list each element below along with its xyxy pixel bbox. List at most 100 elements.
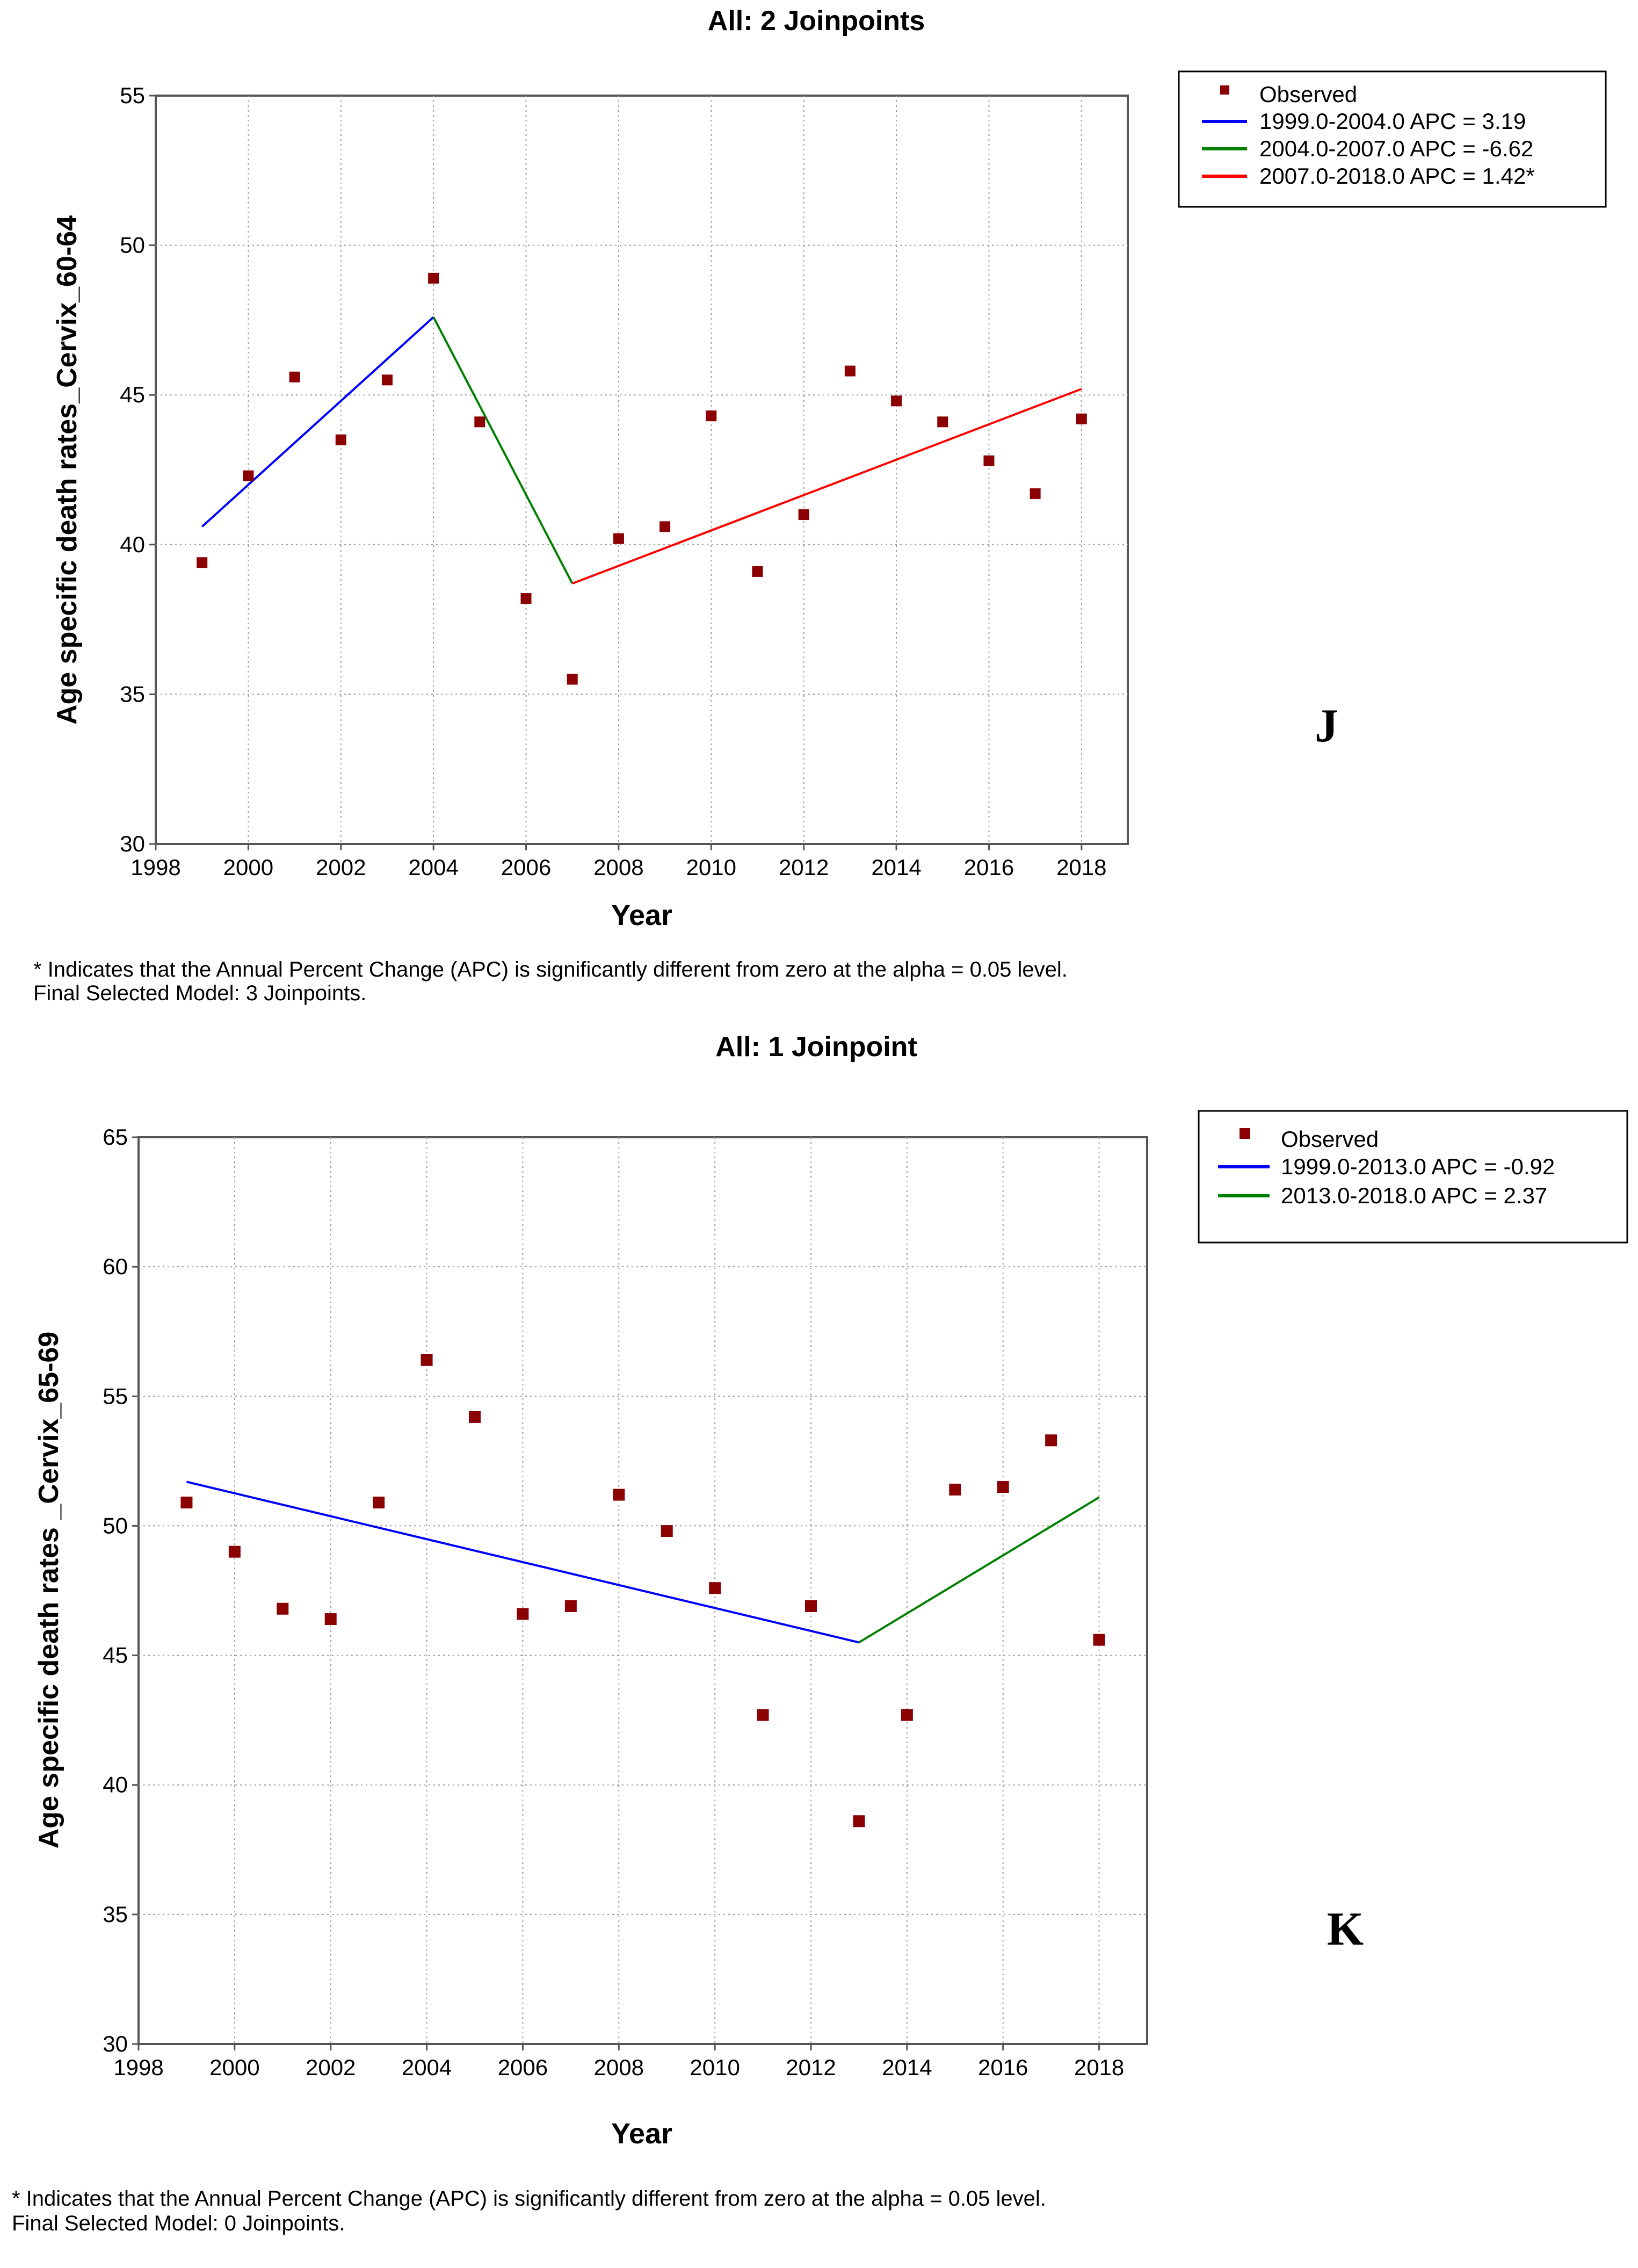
observed-point bbox=[373, 1497, 385, 1509]
y-axis-label: Age specific death rates_Cervix_60-64 bbox=[52, 215, 83, 725]
observed-point bbox=[1093, 1634, 1105, 1646]
plot-area bbox=[155, 95, 1129, 845]
observed-point bbox=[381, 374, 393, 386]
y-tick-label: 40 bbox=[120, 532, 145, 557]
trend-lines bbox=[186, 1480, 1100, 1644]
trend-line-segment bbox=[572, 388, 1082, 585]
y-tick-label: 35 bbox=[120, 681, 145, 706]
legend-series-label: 1999.0-2013.0 APC = -0.92 bbox=[1281, 1154, 1555, 1179]
legend-series-label: 1999.0-2004.0 APC = 3.19 bbox=[1259, 109, 1526, 134]
x-axis-label: Year bbox=[611, 899, 672, 931]
x-tick-label: 2002 bbox=[306, 2055, 356, 2080]
observed-point bbox=[983, 455, 995, 466]
legend-series-label: 2013.0-2018.0 APC = 2.37 bbox=[1281, 1183, 1547, 1208]
observed-point bbox=[197, 557, 208, 568]
observed-point bbox=[757, 1709, 769, 1721]
y-axis-ticks: 30 35 40 45 50 55 bbox=[120, 83, 156, 856]
x-tick-label: 2006 bbox=[498, 2055, 548, 2080]
chart-title: All: 1 Joinpoint bbox=[715, 1031, 917, 1063]
x-tick-label: 2016 bbox=[964, 855, 1014, 880]
x-tick-label: 2010 bbox=[690, 2055, 740, 2080]
y-tick-label: 60 bbox=[103, 1254, 128, 1279]
panel-letter: J bbox=[1315, 700, 1338, 752]
footnote-significance: * Indicates that the Annual Percent Chan… bbox=[33, 958, 1068, 981]
x-tick-label: 2006 bbox=[501, 855, 551, 880]
observed-point bbox=[706, 410, 717, 422]
x-tick-label: 2014 bbox=[871, 855, 921, 880]
observed-point bbox=[613, 1489, 625, 1501]
panel-letter: K bbox=[1327, 1903, 1364, 1955]
observed-point bbox=[1030, 488, 1041, 500]
x-tick-label: 2018 bbox=[1074, 2055, 1124, 2080]
footnote-significance: * Indicates that the Annual Percent Chan… bbox=[12, 2187, 1046, 2211]
legend: Observed 1999.0-2004.0 APC = 3.19 2004.0… bbox=[1178, 70, 1607, 208]
x-tick-label: 2004 bbox=[402, 2055, 452, 2080]
observed-point bbox=[228, 1545, 241, 1558]
observed-point bbox=[901, 1709, 913, 1721]
observed-point bbox=[844, 365, 856, 377]
observed-point bbox=[289, 371, 300, 382]
y-tick-label: 30 bbox=[103, 2031, 128, 2056]
observed-point bbox=[180, 1497, 193, 1509]
observed-point bbox=[798, 509, 809, 521]
trend-line-segment bbox=[432, 316, 574, 584]
chart-title: All: 2 Joinpoints bbox=[708, 5, 925, 37]
observed-points bbox=[197, 272, 1087, 685]
legend-box bbox=[1178, 70, 1607, 208]
observed-point bbox=[469, 1411, 481, 1423]
x-tick-label: 2014 bbox=[882, 2055, 932, 2080]
observed-point bbox=[1045, 1434, 1057, 1447]
observed-point bbox=[428, 272, 439, 284]
x-tick-label: 2000 bbox=[223, 855, 273, 880]
trend-line-segment bbox=[858, 1496, 1100, 1644]
trend-line-segment bbox=[201, 316, 434, 528]
x-tick-label: 2012 bbox=[786, 2055, 836, 2080]
legend-box bbox=[1198, 1110, 1628, 1244]
legend-series-label: 2007.0-2018.0 APC = 1.42* bbox=[1259, 163, 1535, 189]
observed-point bbox=[517, 1608, 529, 1620]
y-tick-label: 45 bbox=[120, 382, 145, 407]
legend-series-label: 2004.0-2007.0 APC = -6.62 bbox=[1259, 136, 1533, 161]
y-axis-label: Age specific death rates _Cervix_65-69 bbox=[33, 1332, 64, 1849]
chart-j: All: 2 Joinpoints 30 35 40 45 50 55 1998 2000 2… bbox=[33, 5, 1607, 1005]
legend-observed-label: Observed bbox=[1281, 1126, 1379, 1152]
x-tick-label: 1998 bbox=[113, 2055, 163, 2080]
y-tick-label: 35 bbox=[103, 1902, 128, 1927]
chart-k: All: 1 Joinpoint 30 35 40 45 50 55 60 65 1998 20… bbox=[12, 1031, 1628, 2235]
footnote-final-model: Final Selected Model: 0 Joinpoints. bbox=[12, 2212, 345, 2235]
y-tick-label: 65 bbox=[103, 1124, 128, 1150]
trend-line-segment bbox=[186, 1480, 859, 1644]
x-tick-label: 2016 bbox=[978, 2055, 1028, 2080]
trend-lines bbox=[201, 316, 1082, 585]
x-axis-label: Year bbox=[611, 2118, 672, 2150]
x-tick-label: 2004 bbox=[408, 855, 458, 880]
y-axis-ticks: 30 35 40 45 50 55 60 65 bbox=[103, 1124, 139, 2056]
observed-points bbox=[180, 1354, 1105, 1828]
legend-observed-marker bbox=[1220, 85, 1229, 95]
observed-point bbox=[937, 416, 948, 428]
observed-point bbox=[324, 1613, 337, 1626]
y-tick-label: 30 bbox=[120, 831, 145, 856]
observed-point bbox=[335, 434, 346, 445]
observed-point bbox=[752, 566, 763, 577]
y-tick-label: 50 bbox=[120, 233, 145, 258]
x-axis-ticks: 1998 2000 2002 2004 2006 2008 2010 2012 2014 2016… bbox=[131, 844, 1107, 880]
y-tick-label: 55 bbox=[120, 83, 145, 108]
y-tick-label: 45 bbox=[103, 1643, 128, 1668]
observed-point bbox=[891, 395, 902, 407]
x-tick-label: 1998 bbox=[131, 855, 180, 880]
x-tick-label: 2008 bbox=[593, 855, 643, 880]
observed-point bbox=[659, 521, 671, 532]
observed-point bbox=[277, 1602, 289, 1615]
x-tick-label: 2008 bbox=[594, 2055, 644, 2080]
footnote-final-model: Final Selected Model: 3 Joinpoints. bbox=[33, 981, 366, 1005]
observed-point bbox=[564, 1600, 577, 1612]
legend-observed-label: Observed bbox=[1259, 82, 1357, 107]
observed-point bbox=[421, 1354, 433, 1366]
y-tick-label: 40 bbox=[103, 1772, 128, 1797]
x-tick-label: 2000 bbox=[209, 2055, 259, 2080]
x-tick-label: 2012 bbox=[779, 855, 829, 880]
observed-point bbox=[613, 533, 624, 544]
y-tick-label: 55 bbox=[103, 1383, 128, 1409]
